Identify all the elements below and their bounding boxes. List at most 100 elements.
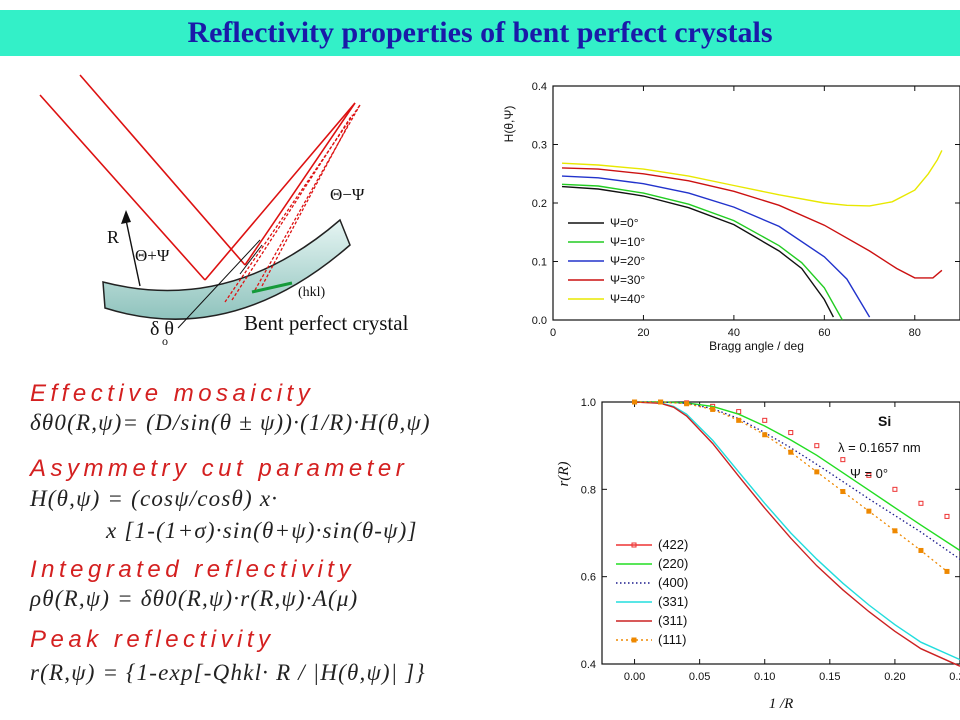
x-tick-label: 0.10 (754, 671, 775, 683)
x-tick-label: 80 (909, 327, 921, 339)
data-point (684, 401, 690, 407)
crystal-slab (102, 218, 351, 320)
heading-effective-mosaicity: Effective mosaicity (30, 380, 315, 407)
annotation-wavelength: λ = 0.1657 nm (838, 440, 921, 455)
x-axis-label: 1 /R (769, 696, 794, 712)
heading-asymmetry-cut: Asymmetry cut parameter (30, 455, 409, 482)
y-tick-label: 0.3 (532, 140, 547, 152)
label-bent-crystal: Bent perfect crystal (244, 311, 409, 335)
data-point (866, 472, 872, 478)
y-tick-label: 0.6 (581, 572, 596, 584)
y-tick-label: 0.1 (532, 257, 547, 269)
x-tick-label: 0.20 (884, 671, 905, 683)
dashed-beams (224, 104, 361, 303)
data-point (632, 399, 638, 405)
title-banner: Reflectivity properties of bent perfect … (0, 10, 960, 56)
legend-label: (400) (658, 575, 688, 590)
x-tick-label: 40 (728, 327, 740, 339)
y-tick-label: 0.0 (532, 315, 547, 327)
x-tick-label: 0.05 (689, 671, 710, 683)
formula-asymmetry-line2: x [1-(1+σ)·sin(θ+ψ)·sin(θ-ψ)] (106, 518, 418, 543)
label-R: R (107, 227, 119, 247)
data-point (762, 432, 768, 438)
data-point (788, 449, 794, 455)
series-line-4 (634, 401, 960, 667)
y-tick-label: 0.4 (532, 81, 547, 93)
series-line-0 (561, 185, 835, 318)
x-tick-label: 0.15 (819, 671, 840, 683)
data-point (892, 486, 898, 492)
data-point (736, 409, 742, 415)
legend-label: Ψ=30° (610, 273, 645, 287)
y-tick-label: 1.0 (581, 397, 596, 409)
data-point (918, 547, 924, 553)
radius-arrowhead (121, 210, 131, 224)
formula-effective-mosaicity: δθ0(R,ψ)= (D/sin(θ ± ψ))·(1/R)·H(θ,ψ) (30, 410, 431, 435)
data-point (840, 489, 846, 495)
formula-asymmetry-line1: H(θ,ψ) = (cosψ/cosθ) x· (30, 486, 279, 511)
annotation-element: Si (878, 413, 891, 429)
data-point (944, 513, 950, 519)
x-tick-label: 0.00 (624, 671, 645, 683)
chart-asymmetry-parameter: 0 20 40 60 80 0.0 0.1 0.2 0.3 0.4 Bragg angle / de… (502, 81, 960, 353)
series-line-1 (561, 183, 844, 321)
data-point (710, 406, 716, 412)
data-point (918, 500, 924, 506)
legend-label: (111) (658, 632, 686, 647)
heading-integrated-reflectivity: Integrated reflectivity (30, 556, 355, 583)
series-line-2 (561, 175, 871, 318)
y-axis-label: H(θ,Ψ) (502, 106, 516, 143)
data-point (866, 508, 872, 514)
x-tick-label: 60 (818, 327, 830, 339)
plot-frame (601, 401, 960, 665)
series-line-1 (634, 401, 960, 552)
data-point (814, 469, 820, 475)
legend-marker (631, 542, 637, 548)
y-tick-label: 0.2 (532, 198, 547, 210)
data-point (658, 399, 664, 405)
legend-label: (422) (658, 537, 688, 552)
y-axis-label: r(R) (556, 462, 572, 487)
x-tick-label: 0.25 (949, 671, 960, 683)
data-point (736, 417, 742, 423)
legend-marker (631, 637, 637, 643)
label-delta-theta: δ θ (150, 318, 174, 340)
legend-label: Ψ=0° (610, 216, 639, 230)
formula-peak-reflectivity: r(R,ψ) = {1-exp[-Qhkl· R / |H(θ,ψ)| ]} (30, 660, 426, 685)
series-line-2 (634, 401, 960, 560)
data-point (944, 568, 950, 574)
y-tick-label: 0.8 (581, 484, 596, 496)
heading-peak-reflectivity: Peak reflectivity (30, 626, 275, 653)
x-tick-label: 20 (637, 327, 649, 339)
series-line-3 (561, 167, 943, 279)
legend-label: (331) (658, 594, 688, 609)
normal-line (177, 239, 261, 329)
label-hkl: (hkl) (298, 285, 326, 300)
series-line-4 (561, 150, 943, 207)
x-axis-label: Bragg angle / deg (709, 339, 804, 353)
legend-label: Ψ=20° (610, 254, 645, 268)
bent-crystal-diagram: R Θ−Ψ Θ+Ψ (hkl) δ θ o Bent perfect cryst… (39, 74, 409, 348)
normal-line-2 (239, 244, 263, 275)
data-point (788, 430, 794, 436)
formula-integrated-reflectivity: ρθ(R,ψ) = δθ0(R,ψ)·r(R,ψ)·A(μ) (30, 586, 359, 611)
annotation-psi: Ψ = 0° (850, 466, 888, 481)
page-title: Reflectivity properties of bent perfect … (187, 16, 773, 49)
x-ray-beams (39, 74, 356, 281)
radius-arrow (125, 219, 141, 287)
label-theta-plus-psi: Θ+Ψ (135, 246, 170, 265)
data-point (762, 417, 768, 423)
series-line-3 (634, 401, 960, 661)
legend-label: Ψ=10° (610, 235, 645, 249)
legend-label: (311) (658, 613, 687, 628)
legend-label: Ψ=40° (610, 292, 645, 306)
hkl-plane (251, 281, 293, 294)
data-point (892, 528, 898, 534)
x-tick-label: 0 (550, 327, 556, 339)
legend-label: (220) (658, 556, 688, 571)
label-degree-o: o (162, 334, 168, 348)
data-point (814, 443, 820, 449)
y-tick-label: 0.4 (581, 659, 596, 671)
chart-peak-reflectivity: 0.00 0.05 0.10 0.15 0.20 0.25 0.4 0.6 0.8 1.0 1 /R… (556, 397, 960, 712)
label-theta-minus-psi: Θ−Ψ (330, 185, 365, 204)
